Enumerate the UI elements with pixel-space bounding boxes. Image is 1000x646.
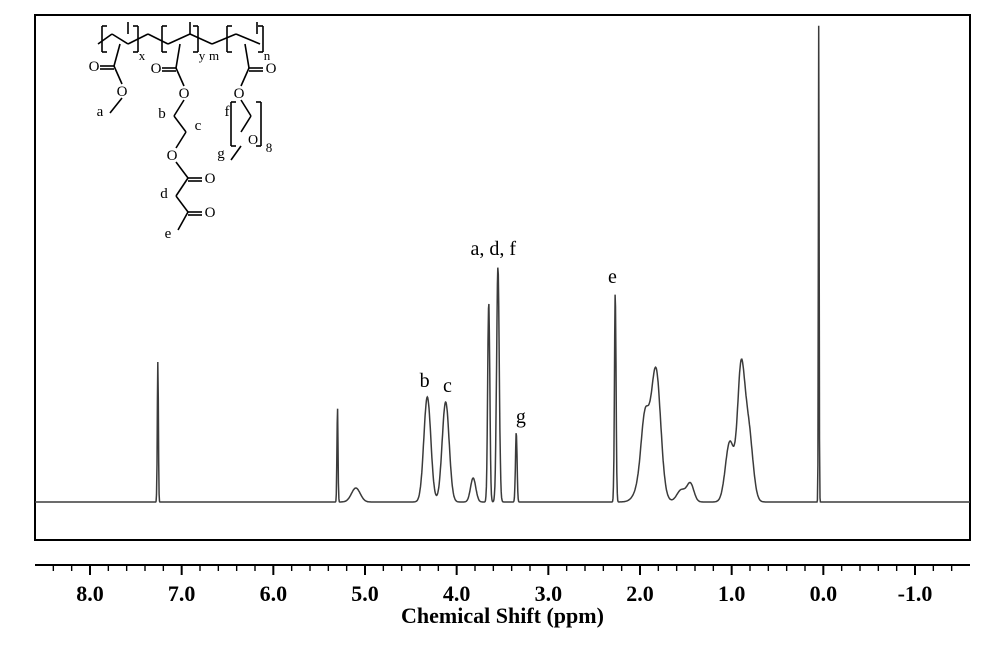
x-tick-label: 1.0 xyxy=(718,581,746,606)
x-tick-label: 2.0 xyxy=(626,581,654,606)
svg-text:f: f xyxy=(225,104,230,120)
svg-text:O: O xyxy=(89,59,100,75)
svg-text:O: O xyxy=(205,171,216,187)
svg-text:O: O xyxy=(205,205,216,221)
svg-text:O: O xyxy=(167,148,178,164)
svg-text:d: d xyxy=(160,186,168,202)
svg-text:O: O xyxy=(179,86,190,102)
svg-text:g: g xyxy=(217,146,225,162)
peak-label: b xyxy=(420,370,430,392)
x-tick-label: 5.0 xyxy=(351,581,379,606)
peak-label: a, d, f xyxy=(471,238,517,260)
svg-text:x: x xyxy=(139,48,146,63)
peak-label: c xyxy=(443,375,452,397)
svg-text:c: c xyxy=(195,118,202,134)
svg-text:O: O xyxy=(234,86,245,102)
x-axis-label: Chemical Shift (ppm) xyxy=(401,603,604,628)
svg-text:a: a xyxy=(97,104,104,120)
nmr-chart: 8.07.06.05.04.03.02.01.00.0-1.0Chemical … xyxy=(0,0,1000,646)
svg-text:y: y xyxy=(199,48,206,63)
svg-text:O: O xyxy=(266,61,277,77)
svg-text:O: O xyxy=(151,61,162,77)
x-tick-label: 7.0 xyxy=(168,581,196,606)
peak-label: g xyxy=(516,406,526,428)
svg-text:b: b xyxy=(158,106,166,122)
peak-label: e xyxy=(608,266,617,288)
x-tick-label: 0.0 xyxy=(810,581,838,606)
svg-text:m: m xyxy=(209,48,219,63)
svg-text:O: O xyxy=(117,84,128,100)
x-tick-label: 8.0 xyxy=(76,581,104,606)
svg-text:O: O xyxy=(248,133,258,148)
x-tick-label: -1.0 xyxy=(898,581,933,606)
x-tick-label: 6.0 xyxy=(260,581,288,606)
svg-text:8: 8 xyxy=(266,140,273,155)
chart-svg: 8.07.06.05.04.03.02.01.00.0-1.0Chemical … xyxy=(0,0,1000,646)
svg-text:e: e xyxy=(165,226,172,242)
